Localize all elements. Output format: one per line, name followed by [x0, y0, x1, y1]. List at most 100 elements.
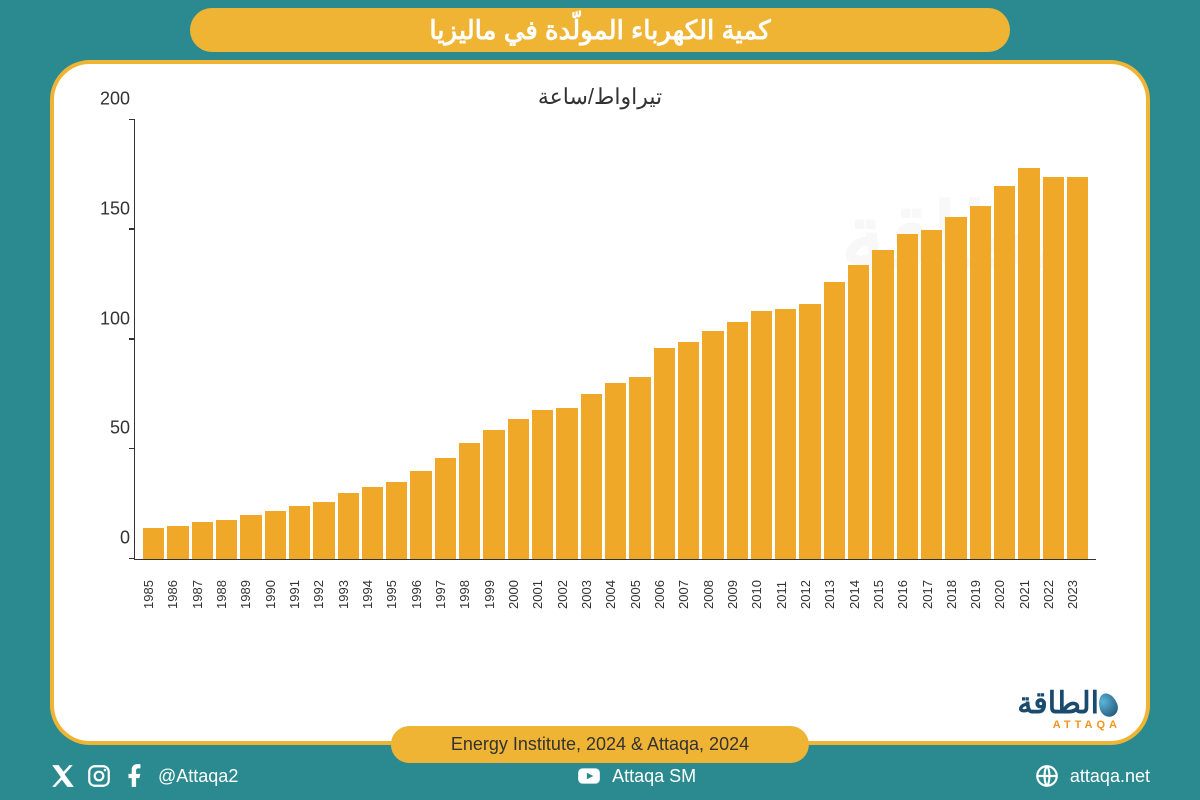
- x-tick-label: 2019: [969, 565, 990, 625]
- bar: [945, 217, 966, 559]
- x-tick-label: 2010: [750, 565, 771, 625]
- drop-icon: [1095, 691, 1120, 720]
- x-tick-label: 1985: [142, 565, 163, 625]
- x-tick-label: 2001: [531, 565, 552, 625]
- footer-center: Attaqa SM: [576, 763, 696, 789]
- bar: [994, 186, 1015, 559]
- x-tick-label: 1989: [239, 565, 260, 625]
- x-tick-label: 1987: [191, 565, 212, 625]
- bar: [629, 377, 650, 559]
- facebook-icon: [122, 763, 148, 789]
- x-tick-label: 1998: [458, 565, 479, 625]
- y-tick-label: 0: [90, 528, 130, 549]
- title-bar: كمية الكهرباء المولّدة في ماليزيا: [190, 8, 1010, 52]
- bar: [678, 342, 699, 559]
- x-tick-label: 1993: [337, 565, 358, 625]
- bar: [386, 482, 407, 559]
- x-tick-label: 2020: [993, 565, 1014, 625]
- bar: [824, 282, 845, 559]
- bar: [313, 502, 334, 559]
- y-tick-label: 50: [90, 418, 130, 439]
- bar: [1043, 177, 1064, 559]
- bar: [921, 230, 942, 559]
- x-tick-label: 1996: [410, 565, 431, 625]
- x-tick-label: 2023: [1066, 565, 1087, 625]
- page-title: كمية الكهرباء المولّدة في ماليزيا: [429, 15, 770, 46]
- x-axis-labels: 1985198619871988198919901991199219931994…: [134, 565, 1096, 625]
- bar: [483, 430, 504, 560]
- bar: [459, 443, 480, 559]
- x-tick-label: 2017: [921, 565, 942, 625]
- x-tick-label: 2007: [677, 565, 698, 625]
- bar: [556, 408, 577, 559]
- bar: [532, 410, 553, 559]
- y-tick-mark: [129, 119, 135, 121]
- bar: [143, 528, 164, 559]
- logo-latin: ATTAQA: [1017, 719, 1121, 731]
- x-tick-label: 2008: [702, 565, 723, 625]
- bar: [240, 515, 261, 559]
- x-tick-label: 2011: [775, 565, 796, 625]
- x-tick-label: 2012: [799, 565, 820, 625]
- x-tick-label: 1990: [264, 565, 285, 625]
- y-tick-mark: [129, 228, 135, 230]
- x-tick-label: 2000: [507, 565, 528, 625]
- x-tick-label: 2021: [1018, 565, 1039, 625]
- y-tick-label: 150: [90, 198, 130, 219]
- x-tick-label: 2016: [896, 565, 917, 625]
- x-tick-label: 2018: [945, 565, 966, 625]
- x-tick-label: 1992: [312, 565, 333, 625]
- social-handle-2: Attaqa SM: [612, 766, 696, 787]
- bar: [581, 394, 602, 559]
- youtube-icon: [576, 763, 602, 789]
- bar: [775, 309, 796, 559]
- bar: [799, 304, 820, 559]
- y-tick-label: 200: [90, 89, 130, 110]
- x-tick-label: 2004: [604, 565, 625, 625]
- bar: [970, 206, 991, 559]
- bar: [508, 419, 529, 559]
- x-tick-label: 2009: [726, 565, 747, 625]
- x-tick-label: 2022: [1042, 565, 1063, 625]
- bar: [727, 322, 748, 559]
- x-tick-label: 1994: [361, 565, 382, 625]
- bar: [362, 487, 383, 559]
- bar: [167, 526, 188, 559]
- chart-card: الطاقة تيراواط/ساعة 050100150200 1985198…: [50, 60, 1150, 745]
- brand-logo: الطاقة ATTAQA: [1017, 689, 1121, 731]
- x-tick-label: 2014: [848, 565, 869, 625]
- y-tick-mark: [129, 338, 135, 340]
- footer-left: @Attaqa2: [50, 763, 238, 789]
- x-tick-label: 1986: [166, 565, 187, 625]
- x-tick-label: 1999: [483, 565, 504, 625]
- bar: [216, 520, 237, 560]
- bar: [1067, 177, 1088, 559]
- y-tick-mark: [129, 558, 135, 560]
- social-handle-1: @Attaqa2: [158, 766, 238, 787]
- source-text: Energy Institute, 2024 & Attaqa, 2024: [451, 734, 749, 754]
- x-tick-label: 2015: [872, 565, 893, 625]
- footer-bar: @Attaqa2 Attaqa SM attaqa.net: [0, 752, 1200, 800]
- bar: [1018, 168, 1039, 559]
- bar: [702, 331, 723, 559]
- y-axis-unit: تيراواط/ساعة: [94, 84, 1106, 110]
- instagram-icon: [86, 763, 112, 789]
- bar: [338, 493, 359, 559]
- x-tick-label: 2002: [556, 565, 577, 625]
- x-tick-label: 2005: [629, 565, 650, 625]
- x-tick-label: 1991: [288, 565, 309, 625]
- bar: [872, 250, 893, 559]
- bar: [848, 265, 869, 559]
- y-tick-mark: [129, 448, 135, 450]
- x-tick-label: 2003: [580, 565, 601, 625]
- bar: [605, 383, 626, 559]
- bar: [751, 311, 772, 559]
- x-tick-label: 1995: [385, 565, 406, 625]
- plot-area: 050100150200: [134, 120, 1096, 560]
- logo-arabic: الطاقة: [1017, 689, 1121, 719]
- bar-chart: 050100150200 198519861987198819891990199…: [134, 120, 1096, 630]
- bar: [192, 522, 213, 559]
- footer-right: attaqa.net: [1034, 763, 1150, 789]
- bar: [435, 458, 456, 559]
- bar: [289, 506, 310, 559]
